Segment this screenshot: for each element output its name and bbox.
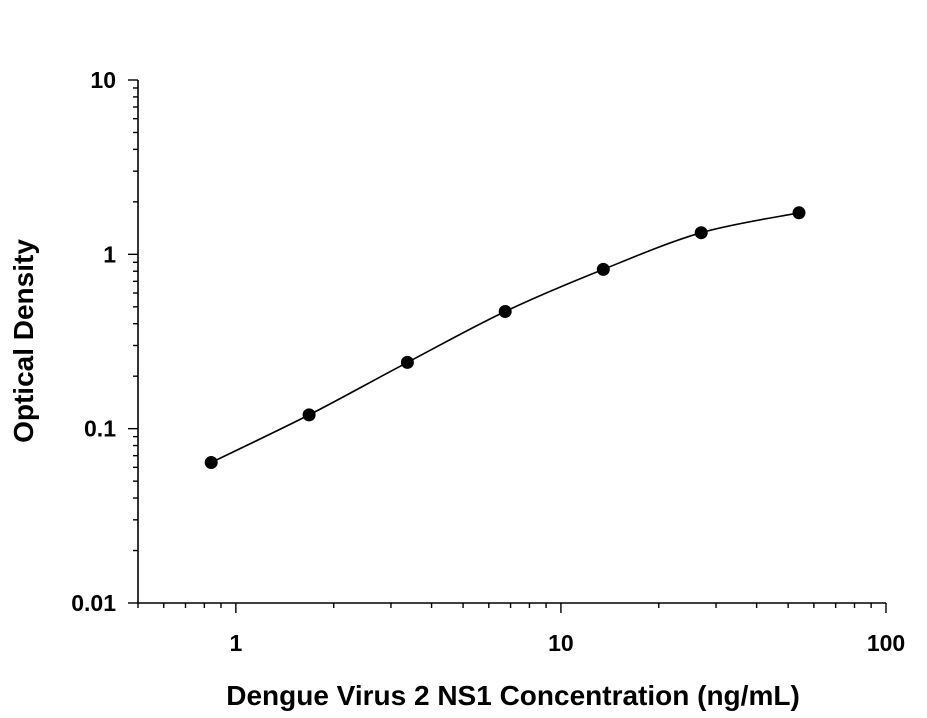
x-tick-label: 1: [229, 630, 242, 656]
data-point: [694, 226, 708, 240]
data-point: [302, 408, 316, 422]
data-points: [204, 206, 806, 469]
x-axis-title: Dengue Virus 2 NS1 Concentration (ng/mL): [226, 680, 800, 711]
y-axis-title: Optical Density: [8, 239, 39, 443]
data-point: [400, 355, 414, 369]
data-point: [792, 206, 806, 220]
fitted-curve: [210, 212, 800, 464]
y-tick-label: 0.01: [71, 590, 116, 616]
data-point: [204, 456, 218, 469]
data-point: [498, 305, 512, 318]
x-tick-label: 10: [548, 630, 574, 656]
y-tick-label: 0.1: [84, 416, 116, 442]
tick-labels: 0.01 0.1 1 10 1 10 100: [71, 67, 905, 656]
ticks: [128, 79, 887, 613]
y-tick-label: 10: [90, 67, 116, 93]
y-tick-label: 1: [103, 241, 116, 267]
x-tick-label: 100: [867, 630, 905, 656]
axes: [137, 80, 886, 604]
data-point: [596, 262, 610, 276]
